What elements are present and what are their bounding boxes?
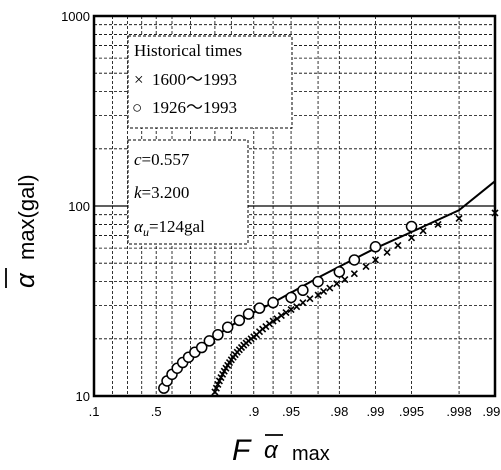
param-alpha-subscript: u xyxy=(143,225,149,239)
param-k-symbol: k xyxy=(134,183,142,202)
x-tick-label: .995 xyxy=(399,404,424,419)
data-point-cross xyxy=(491,209,499,217)
data-point-cross xyxy=(282,308,290,317)
x-tick-label: .95 xyxy=(282,404,300,419)
data-point-circle xyxy=(333,266,346,278)
data-point-cross xyxy=(362,262,370,271)
y-tick-labels: 10 100 1000 xyxy=(61,9,90,404)
data-point-circle xyxy=(348,254,361,266)
legend-circle-marker: ○ xyxy=(132,98,142,117)
data-point-cross xyxy=(269,317,277,325)
data-point-circle xyxy=(267,296,279,309)
y-axis-label: α max(gal) xyxy=(5,174,40,288)
data-point-circle xyxy=(221,321,234,334)
param-c-value: =0.557 xyxy=(142,150,190,169)
data-point-cross xyxy=(333,280,341,288)
data-point-cross xyxy=(287,306,295,314)
y-label-symbol: α xyxy=(10,272,40,288)
data-point-cross xyxy=(419,227,427,235)
param-alpha-value: =124gal xyxy=(149,217,205,236)
data-point-cross xyxy=(299,299,307,307)
data-point-circle xyxy=(203,335,216,347)
data-point-circle xyxy=(369,241,382,253)
data-point-circle xyxy=(405,220,418,233)
legend-cross-label: 1600～1993 xyxy=(152,70,237,89)
param-alpha-symbol: α xyxy=(134,217,144,236)
data-point-circle xyxy=(242,308,255,320)
legend: Historical times × 1600～1993 ○ 1926～1993 xyxy=(127,35,293,129)
data-point-cross xyxy=(341,276,349,284)
x-tick-label: .1 xyxy=(89,404,100,419)
param-k: k=3.200 xyxy=(134,183,189,202)
data-point-cross xyxy=(211,388,219,396)
legend-title: Historical times xyxy=(134,41,242,60)
data-point-cross xyxy=(277,312,285,320)
data-point-cross xyxy=(455,214,463,223)
data-points-group xyxy=(158,209,499,396)
param-alpha-u: αu=124gal xyxy=(134,217,205,239)
data-point-circle xyxy=(212,329,224,341)
x-tick-label: .5 xyxy=(151,404,162,419)
data-point-circle xyxy=(233,314,246,327)
x-tick-label: .998 xyxy=(446,404,471,419)
data-point-cross xyxy=(212,384,220,392)
data-point-circle xyxy=(312,275,324,288)
data-point-cross xyxy=(326,284,334,292)
data-point-circle xyxy=(297,284,309,297)
data-point-cross xyxy=(434,220,442,228)
param-c-symbol: c xyxy=(134,150,142,169)
data-point-cross xyxy=(394,241,402,250)
data-point-cross xyxy=(293,303,301,311)
parameter-box: c=0.557 k=3.200 αu=124gal xyxy=(127,139,249,245)
y-tick-label: 10 xyxy=(76,389,90,404)
data-point-circle xyxy=(253,302,266,314)
x-tick-label: .9 xyxy=(248,404,259,419)
legend-box xyxy=(127,35,293,129)
x-label-main: F xyxy=(232,434,252,467)
y-tick-label: 1000 xyxy=(61,9,90,24)
data-point-cross xyxy=(306,295,314,303)
y-label-suffix: max(gal) xyxy=(14,174,39,260)
x-axis-label: F α max xyxy=(232,434,330,467)
y-tick-label: 100 xyxy=(68,199,90,214)
legend-circle-label: 1926～1993 xyxy=(152,98,237,117)
data-point-cross xyxy=(314,291,322,299)
param-c: c=0.557 xyxy=(134,150,190,169)
data-point-cross xyxy=(320,287,328,296)
data-point-circle xyxy=(195,341,208,354)
data-point-cross xyxy=(407,234,416,242)
data-point-cross xyxy=(383,248,391,256)
x-label-symbol: α xyxy=(264,437,279,464)
x-label-suffix: max xyxy=(292,443,330,465)
data-point-cross xyxy=(350,270,358,278)
plot-frame xyxy=(92,14,497,398)
x-tick-label: .99 xyxy=(366,404,384,419)
x-tick-labels: .1 .5 .9 .95 .98 .99 .995 .998 .999 xyxy=(89,404,501,419)
x-tick-label: .98 xyxy=(330,404,348,419)
legend-cross-marker: × xyxy=(134,70,144,89)
param-k-value: =3.200 xyxy=(142,183,190,202)
data-point-circle xyxy=(285,291,297,304)
data-point-cross xyxy=(371,256,380,264)
parameter-box-frame xyxy=(127,139,249,245)
x-tick-label: .999 xyxy=(482,404,501,419)
